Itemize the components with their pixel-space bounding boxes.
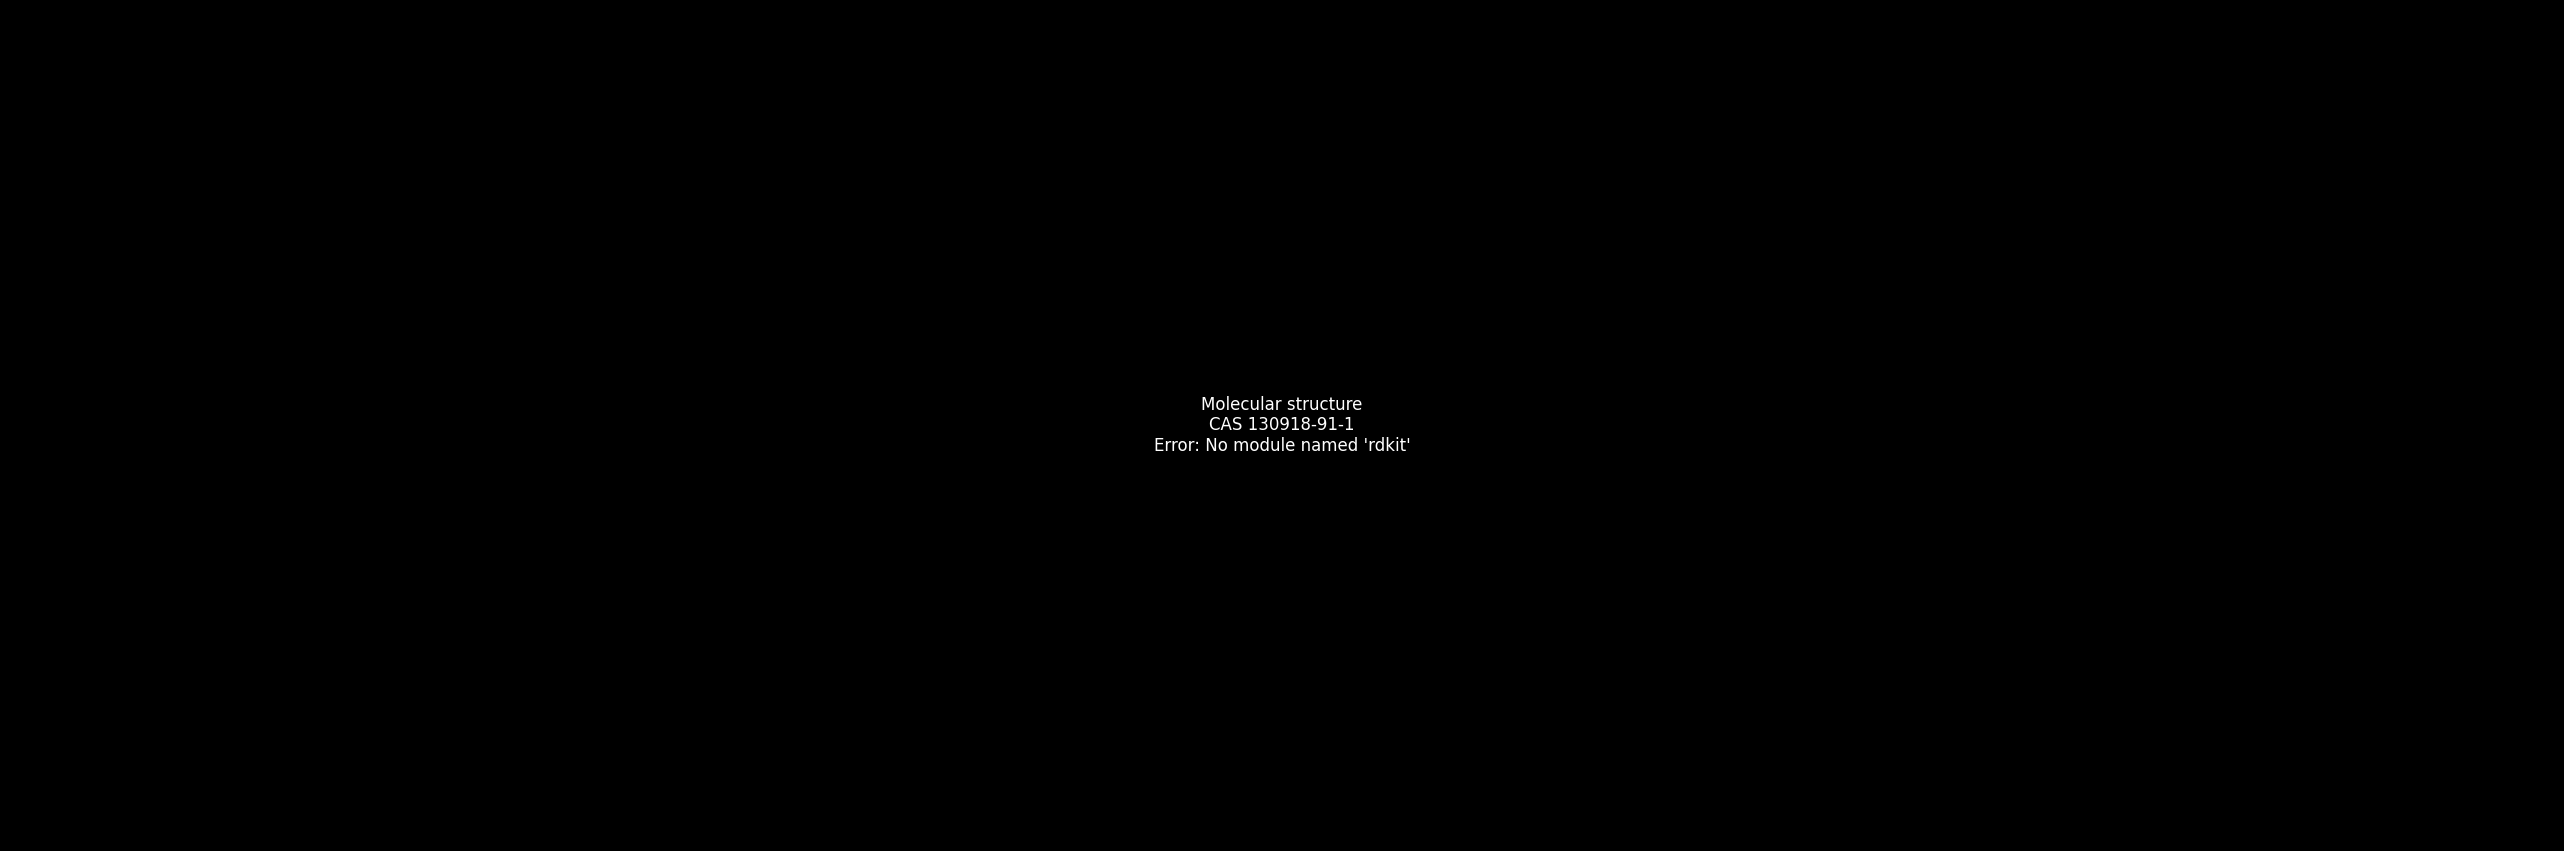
Text: Molecular structure
CAS 130918-91-1
Error: No module named 'rdkit': Molecular structure CAS 130918-91-1 Erro… xyxy=(1154,396,1410,455)
